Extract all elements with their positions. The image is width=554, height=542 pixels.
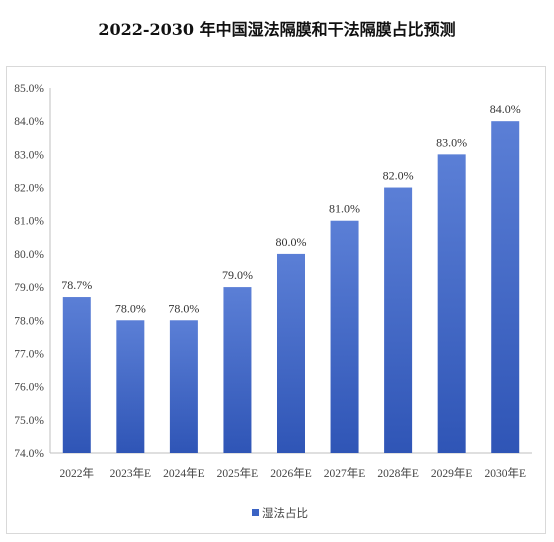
chart-title: 2022-2030 年中国湿法隔膜和干法隔膜占比预测 [98,20,456,39]
x-tick-label: 2029年E [431,466,473,480]
x-axis-ticks: 2022年 2023年E 2024年E 2025年E 2026年E 2027年E 2028年… [60,466,526,480]
y-tick-label: 77.0% [14,348,44,360]
data-label: 83.0% [436,135,467,149]
x-tick-label: 2027年E [324,466,366,480]
bar [330,220,359,453]
y-tick-label: 78.0% [14,315,44,327]
y-tick-label: 74.0% [14,448,44,460]
bars: 78.7% 78.0% 78.0% 79.0% 80.0% 81.0% 82.0% 83.0%… [61,102,521,453]
legend-swatch [252,509,259,516]
y-axis-ticks: 74.0% 75.0% 76.0% 77.0% 78.0% 79.0% 80.0% 81.0%… [14,83,44,460]
x-tick-label: 2028年E [377,466,419,480]
data-label: 79.0% [222,268,253,282]
bar [62,297,91,453]
bar [223,287,252,453]
bar [384,187,413,453]
bar [169,320,198,453]
bar [116,320,145,453]
bar [437,154,466,453]
data-label: 84.0% [490,102,521,116]
x-tick-label: 2024年E [163,466,205,480]
data-label: 82.0% [383,169,414,183]
data-label: 78.0% [168,301,199,315]
x-tick-label: 2030年E [484,466,526,480]
data-label: 78.0% [115,301,146,315]
x-tick-label: 2022年 [60,466,95,480]
legend: 湿法占比 [252,506,308,520]
x-tick-label: 2023年E [110,466,152,480]
data-label: 81.0% [329,202,360,216]
y-tick-label: 76.0% [14,382,44,394]
y-tick-label: 85.0% [14,83,44,95]
bar [491,121,520,453]
legend-label: 湿法占比 [262,506,308,520]
data-label: 78.7% [61,278,92,292]
y-tick-label: 80.0% [14,249,44,261]
x-tick-label: 2025年E [217,466,259,480]
bar [277,253,305,453]
y-tick-label: 79.0% [14,282,44,294]
data-label: 80.0% [276,235,307,249]
y-tick-label: 81.0% [14,216,44,228]
y-tick-label: 84.0% [14,116,44,128]
y-tick-label: 83.0% [14,149,44,161]
y-tick-label: 75.0% [14,415,44,427]
y-tick-label: 82.0% [14,183,44,195]
x-tick-label: 2026年E [270,466,312,480]
chart-frame [6,66,546,534]
